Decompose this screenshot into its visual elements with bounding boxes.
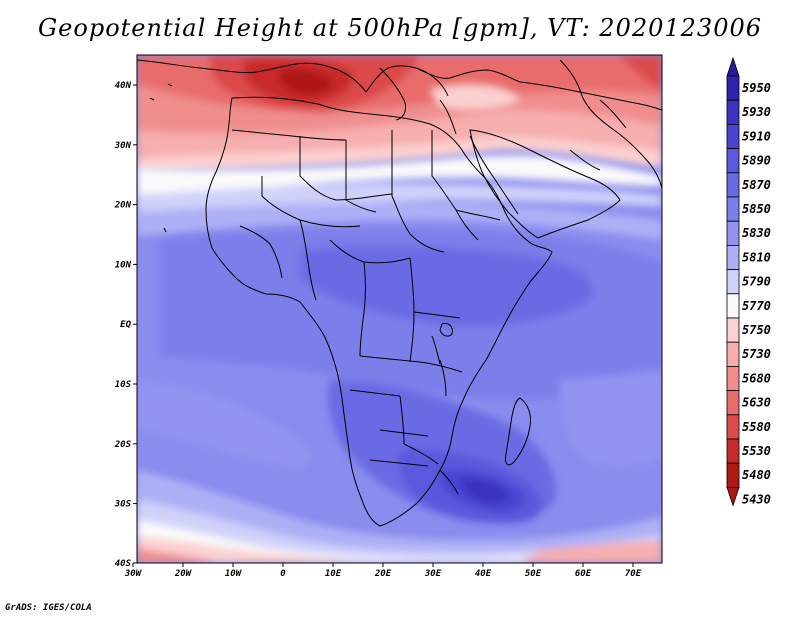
lon-tick-label: 0 xyxy=(280,569,286,579)
coastlines xyxy=(137,59,662,527)
latitude-axis: 40N 30N 20N 10N EQ 10S 20S 30S 40S xyxy=(114,81,137,569)
colorbar-swatch xyxy=(726,293,740,319)
colorbar-level-label: 5430 xyxy=(742,492,771,506)
grads-credit: GrADS: IGES/COLA xyxy=(5,603,92,613)
lon-tick-label: 70E xyxy=(625,569,642,579)
colorbar-level-label: 5830 xyxy=(742,226,771,240)
lat-tick-label: 30S xyxy=(114,500,132,510)
lon-tick-label: 60E xyxy=(575,569,592,579)
lon-tick-label: 30W xyxy=(124,569,143,579)
colorbar-swatch xyxy=(726,220,740,246)
colorbar-swatch xyxy=(726,244,740,270)
lat-tick-label: 30N xyxy=(114,141,132,151)
colorbar-level-label: 5730 xyxy=(742,347,771,361)
lon-tick-label: 20E xyxy=(374,569,392,579)
colorbar-swatch xyxy=(726,269,740,295)
lon-tick-label: 20W xyxy=(174,569,193,579)
colorbar-swatch xyxy=(726,414,740,440)
lat-tick-label: 10S xyxy=(115,380,132,390)
colorbar-swatch xyxy=(726,124,740,150)
colorbar-level-label: 5630 xyxy=(742,396,771,410)
lon-tick-label: 10W xyxy=(225,569,243,579)
colorbar-swatch xyxy=(726,365,740,391)
lon-tick-label: 40E xyxy=(475,569,492,579)
colorbar-level-label: 5580 xyxy=(742,420,771,434)
colorbar-swatch xyxy=(726,172,740,198)
lat-tick-label: 20S xyxy=(114,440,132,450)
colorbar-swatch xyxy=(726,317,740,343)
colorbar-level-label: 5930 xyxy=(742,105,771,119)
colorbar-swatch xyxy=(726,75,740,101)
colorbar-level-label: 5870 xyxy=(742,178,771,192)
longitude-axis: 30W 20W 10W 0 10E 20E 30E 40E 50E 60E 70E xyxy=(124,563,642,579)
lat-tick-label: 10N xyxy=(115,260,132,270)
lon-tick-label: 30E xyxy=(424,569,442,579)
lat-tick-label: 40N xyxy=(115,81,132,91)
colorbar-level-label: 5770 xyxy=(742,299,771,313)
colorbar-level-label: 5790 xyxy=(742,275,771,289)
colorbar: 5950 5930 5910 5890 5870 5850 5830 5810 5790 5770… xyxy=(726,56,771,507)
colorbar-top-arrow xyxy=(726,56,740,77)
lon-tick-label: 50E xyxy=(525,569,542,579)
colorbar-level-label: 5850 xyxy=(742,202,771,216)
colorbar-swatch xyxy=(726,390,740,416)
colorbar-bottom-arrow xyxy=(726,486,740,507)
lat-tick-label: 40S xyxy=(115,559,132,569)
lat-tick-label: EQ xyxy=(120,320,131,330)
colorbar-swatch xyxy=(726,341,740,367)
colorbar-swatch xyxy=(726,196,740,222)
colorbar-swatch xyxy=(726,462,740,488)
colorbar-level-label: 5950 xyxy=(742,81,771,95)
colorbar-swatch xyxy=(726,148,740,174)
colorbar-level-label: 5910 xyxy=(742,129,771,143)
colorbar-level-label: 5750 xyxy=(742,323,771,337)
geopotential-field xyxy=(137,55,662,563)
map-title: Geopotential Height at 500hPa [gpm], VT:… xyxy=(38,14,762,42)
colorbar-swatch xyxy=(726,99,740,125)
colorbar-level-label: 5680 xyxy=(742,371,771,385)
lat-tick-label: 20N xyxy=(114,201,132,211)
colorbar-level-label: 5810 xyxy=(742,250,771,264)
colorbar-level-label: 5530 xyxy=(742,444,771,458)
colorbar-level-label: 5480 xyxy=(742,468,771,482)
colorbar-level-label: 5890 xyxy=(742,154,771,168)
lon-tick-label: 10E xyxy=(325,569,342,579)
map-frame xyxy=(136,54,663,564)
colorbar-swatch xyxy=(726,438,740,464)
